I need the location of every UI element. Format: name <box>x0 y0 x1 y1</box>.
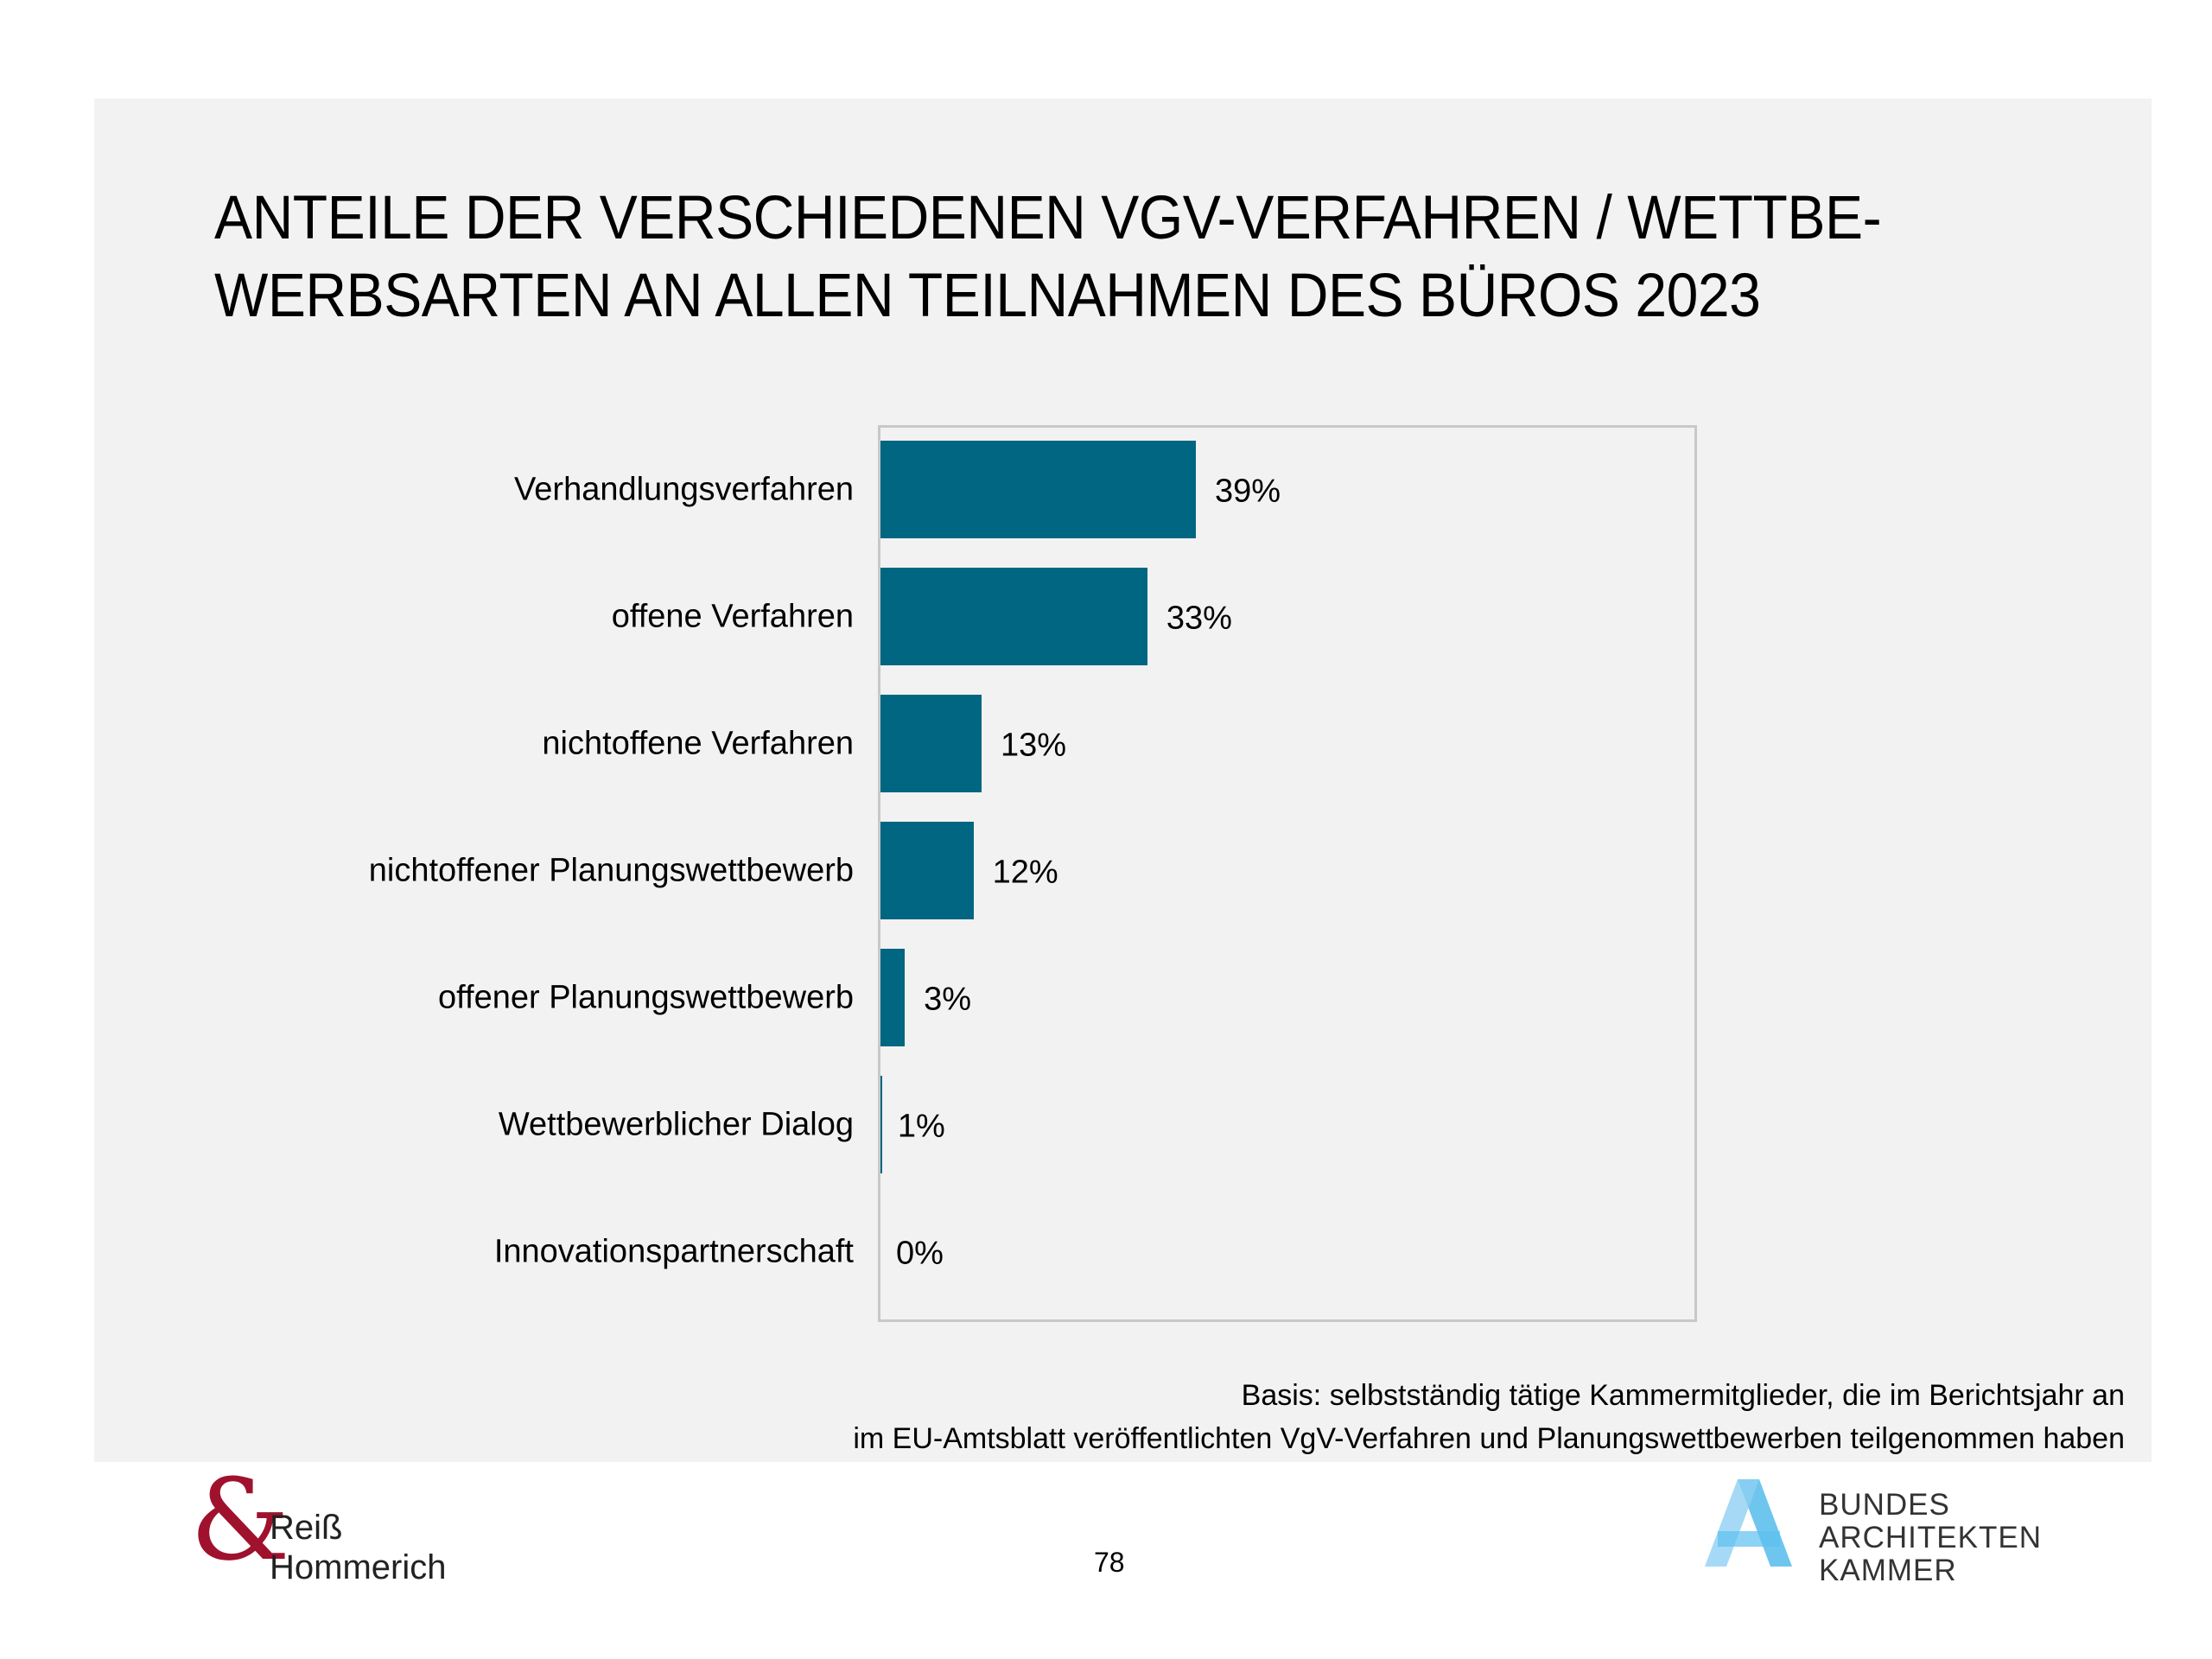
logo-text-reiss: Reiß <box>270 1509 343 1547</box>
page-number: 78 <box>1094 1547 1125 1578</box>
bar <box>880 822 974 919</box>
logo-text-kammer: KAMMER <box>1819 1554 1957 1587</box>
title-line-2: WERBSARTEN AN ALLEN TEILNAHMEN DES BÜROS… <box>214 262 1761 330</box>
data-label: 33% <box>1166 600 1232 636</box>
logo-text-architekten: ARCHITEKTEN <box>1819 1521 2042 1554</box>
basis-line-1: Basis: selbstständig tätige Kammermitgli… <box>1241 1379 2125 1412</box>
data-label: 39% <box>1215 473 1281 509</box>
bar <box>880 695 982 792</box>
title-line-1: ANTEILE DER VERSCHIEDENEN VGV-VERFAHREN … <box>214 184 1882 252</box>
ampersand-icon: & <box>190 1454 290 1586</box>
bar <box>880 949 906 1046</box>
slide-title: ANTEILE DER VERSCHIEDENEN VGV-VERFAHREN … <box>214 180 1982 335</box>
category-label: nichtoffener Planungswettbewerb <box>368 852 854 888</box>
bundesarchitektenkammer-logo: BUNDES ARCHITEKTEN KAMMER <box>1700 1479 2046 1587</box>
data-label: 0% <box>896 1235 944 1271</box>
slide-panel <box>94 99 2152 1462</box>
category-label: Verhandlungsverfahren <box>514 471 854 507</box>
category-label: offene Verfahren <box>611 598 854 634</box>
category-label: Wettbewerblicher Dialog <box>498 1106 854 1142</box>
architect-a-icon <box>1705 1479 1792 1567</box>
category-label: nichtoffene Verfahren <box>542 725 854 761</box>
basis-line-2: im EU-Amtsblatt veröffentlichten VgV-Ver… <box>853 1422 2125 1455</box>
reiss-hommerich-logo: & Reiß Hommerich <box>190 1464 467 1586</box>
data-label: 1% <box>897 1108 945 1144</box>
bar <box>880 441 1197 538</box>
basis-note: Basis: selbstständig tätige Kammermitgli… <box>853 1374 2125 1460</box>
bar <box>880 568 1147 665</box>
logo-text-bundes: BUNDES <box>1819 1488 1950 1522</box>
bar <box>880 1076 882 1173</box>
category-label: offener Planungswettbewerb <box>438 979 854 1015</box>
data-label: 3% <box>924 981 971 1017</box>
logo-text-hommerich: Hommerich <box>270 1548 447 1586</box>
data-label: 12% <box>992 854 1058 890</box>
data-label: 13% <box>1001 727 1067 763</box>
plot-area-frame <box>878 425 1697 1322</box>
category-label: Innovationspartnerschaft <box>493 1233 854 1269</box>
